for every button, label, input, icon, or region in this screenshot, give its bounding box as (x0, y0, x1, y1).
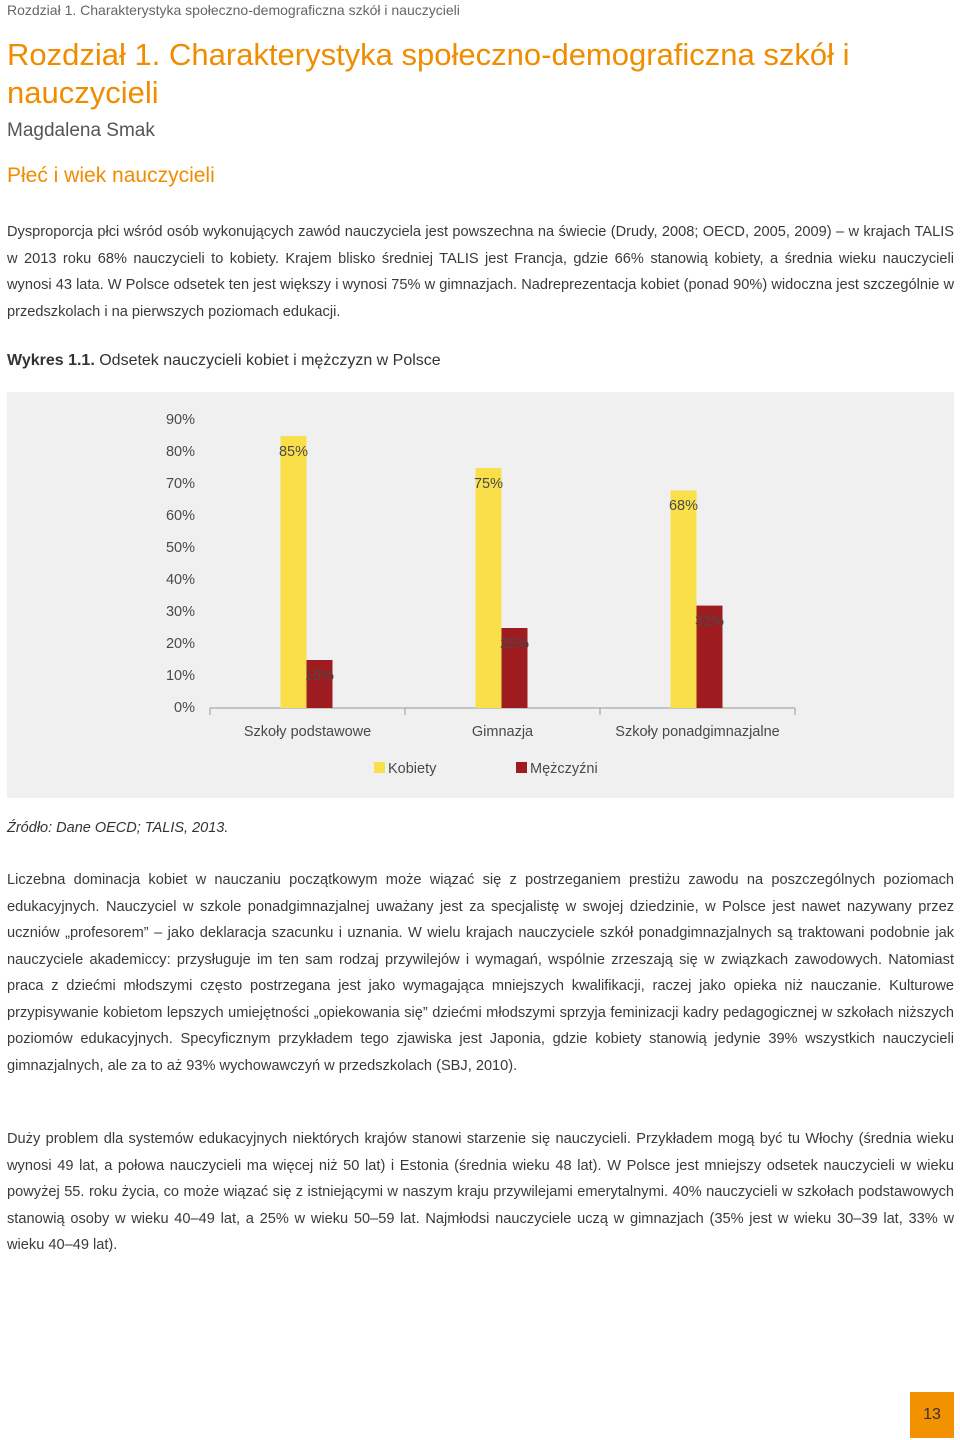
y-tick-label: 50% (166, 540, 195, 556)
data-label: 85% (279, 444, 308, 460)
chart: 0% 10% 20% 30% 40% 50% 60% 70% 80% 90% Szkoły pods… (7, 392, 954, 798)
y-tick-label: 40% (166, 572, 195, 588)
bar (475, 468, 502, 708)
bar (696, 605, 723, 708)
figure-caption-text: Odsetek nauczycieli kobiet i mężczyzn w … (99, 352, 441, 369)
bar (306, 660, 333, 708)
paragraph: Dysproporcja płci wśród osób wykonującyc… (7, 224, 954, 320)
data-label: 25% (500, 636, 529, 652)
y-tick-label: 60% (166, 508, 195, 524)
figure-label: Wykres 1.1. (7, 352, 95, 369)
y-tick-label: 30% (166, 604, 195, 620)
author: Magdalena Smak (7, 120, 155, 141)
figure-caption: Wykres 1.1. Odsetek nauczycieli kobiet i… (7, 352, 441, 370)
legend-label: Kobiety (388, 761, 437, 777)
bar (501, 628, 528, 708)
section-title: Płeć i wiek nauczycieli (7, 164, 215, 187)
bar (670, 490, 697, 708)
data-label: 32% (695, 613, 724, 629)
legend-swatch (516, 762, 527, 773)
bar (280, 436, 307, 708)
paragraph: Duży problem dla systemów edukacyjnych n… (7, 1131, 954, 1253)
y-tick-label: 0% (174, 700, 195, 716)
y-tick-label: 10% (166, 668, 195, 684)
data-label: 75% (474, 476, 503, 492)
legend-label: Mężczyźni (530, 761, 598, 777)
page-number: 13 (910, 1392, 954, 1438)
data-label: 68% (669, 498, 698, 514)
data-label: 15% (305, 668, 334, 684)
y-tick-label: 90% (166, 412, 195, 428)
y-tick-label: 20% (166, 636, 195, 652)
x-tick-label: Szkoły podstawowe (244, 724, 371, 740)
paragraph: Liczebna dominacja kobiet w nauczaniu po… (7, 872, 954, 1074)
legend-swatch (374, 762, 385, 773)
chapter-title: Rozdział 1. Charakterystyka społeczno-de… (7, 37, 850, 110)
x-tick-label: Szkoły ponadgimnazjalne (615, 724, 779, 740)
x-tick-label: Gimnazja (472, 724, 534, 740)
running-header: Rozdział 1. Charakterystyka społeczno-de… (7, 2, 460, 18)
source-note: Źródło: Dane OECD; TALIS, 2013. (7, 820, 229, 836)
y-tick-label: 80% (166, 444, 195, 460)
y-tick-label: 70% (166, 476, 195, 492)
